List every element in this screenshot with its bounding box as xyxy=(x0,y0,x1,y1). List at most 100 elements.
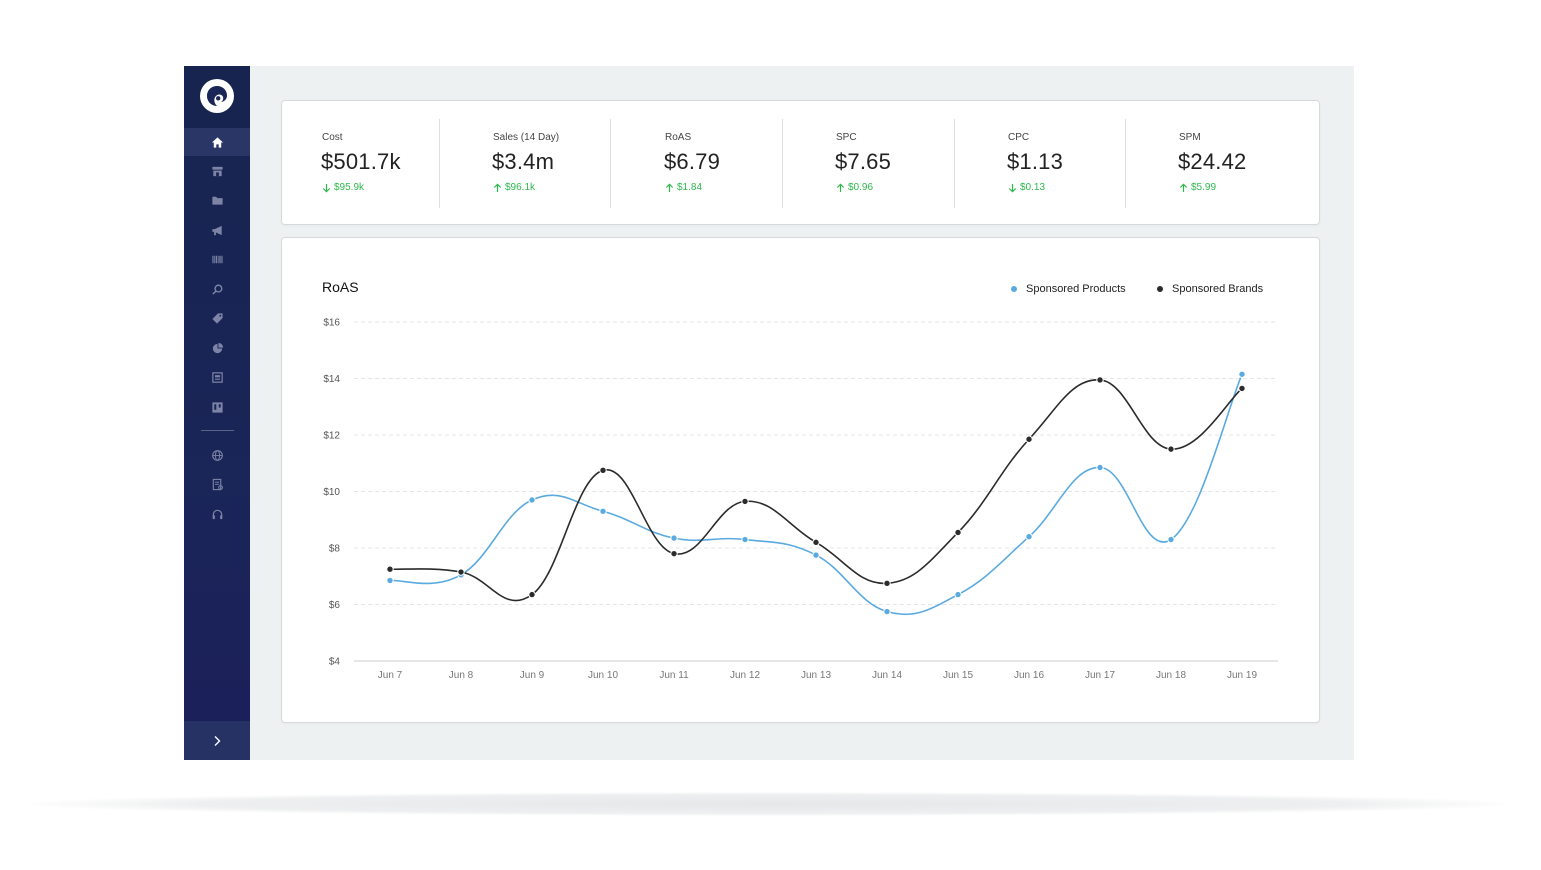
legend-item-sponsored-brands[interactable]: Sponsored Brands xyxy=(1157,283,1263,295)
image-icon xyxy=(211,371,223,383)
kpi-cost[interactable]: Cost $501.7k $95.9k xyxy=(282,119,453,208)
x-tick-label: Jun 18 xyxy=(1156,670,1186,681)
floor-shadow xyxy=(30,792,1510,816)
x-tick-label: Jun 12 xyxy=(730,670,760,681)
y-tick-label: $4 xyxy=(329,657,341,668)
data-point-sponsored-products xyxy=(1238,370,1246,378)
chevron-right-icon xyxy=(214,735,221,746)
sidebar-item-media[interactable] xyxy=(184,363,250,391)
sidebar-item-tags[interactable] xyxy=(184,304,250,332)
x-tick-label: Jun 8 xyxy=(449,670,474,681)
x-tick-label: Jun 16 xyxy=(1014,670,1044,681)
data-point-sponsored-brands xyxy=(883,579,891,588)
series-line-sponsored-brands xyxy=(389,379,1243,602)
x-tick-label: Jun 19 xyxy=(1227,670,1257,681)
sidebar-item-campaigns[interactable] xyxy=(184,216,250,244)
kpi-value: $1.13 xyxy=(1007,149,1064,174)
data-point-sponsored-brands xyxy=(528,590,536,599)
kpi-label: RoAS xyxy=(665,132,692,143)
globe-icon xyxy=(211,449,223,461)
data-point-sponsored-brands xyxy=(812,538,820,547)
kpi-change: $96.1k xyxy=(493,182,535,193)
data-point-sponsored-brands xyxy=(599,466,607,475)
data-point-sponsored-brands xyxy=(457,568,465,576)
legend-label: Sponsored Products xyxy=(1026,283,1126,295)
kpi-label: CPC xyxy=(1008,132,1030,143)
sidebar-item-products[interactable] xyxy=(184,245,250,273)
legend-label: Sponsored Brands xyxy=(1172,283,1264,295)
kpi-change: $1.84 xyxy=(665,182,702,193)
x-tick-label: Jun 9 xyxy=(520,670,545,681)
kpi-separator xyxy=(782,119,783,208)
data-point-sponsored-products xyxy=(670,534,678,542)
app-window: Cost $501.7k $95.9k Sales (14 Day) $3.4m… xyxy=(184,66,1354,760)
sidebar-expand-button[interactable] xyxy=(184,721,250,760)
sidebar-item-store[interactable] xyxy=(184,157,250,185)
data-point-sponsored-brands xyxy=(741,497,749,506)
data-point-sponsored-products xyxy=(1025,533,1033,541)
kpi-change-value: $1.84 xyxy=(677,182,703,193)
arrow-up-icon xyxy=(1179,182,1188,192)
kpi-label: SPM xyxy=(1179,132,1201,143)
x-tick-label: Jun 14 xyxy=(872,670,902,681)
kpi-change: $5.99 xyxy=(1179,182,1216,193)
kpi-value: $6.79 xyxy=(664,149,721,174)
kpi-value: $7.65 xyxy=(835,149,892,174)
sidebar-item-reports[interactable] xyxy=(184,470,250,498)
data-point-sponsored-brands xyxy=(1238,384,1246,393)
chart-title: RoAS xyxy=(322,279,359,295)
x-tick-label: Jun 13 xyxy=(801,670,831,681)
sidebar-item-analytics[interactable] xyxy=(184,334,250,362)
data-point-sponsored-products xyxy=(1167,535,1175,544)
data-point-sponsored-products xyxy=(954,590,962,599)
kpi-spc[interactable]: SPC $7.65 $0.96 xyxy=(782,119,953,208)
sidebar-item-folder[interactable] xyxy=(184,186,250,214)
sidebar-item-search[interactable] xyxy=(184,275,250,303)
kpi-change-value: $5.99 xyxy=(1191,182,1217,193)
kpi-change-value: $95.9k xyxy=(334,182,365,193)
kpi-label: Sales (14 Day) xyxy=(493,132,560,143)
x-tick-label: Jun 15 xyxy=(943,670,973,681)
y-tick-label: $8 xyxy=(329,544,341,555)
sidebar-item-globe[interactable] xyxy=(184,441,250,469)
sidebar-item-support[interactable] xyxy=(184,500,250,528)
arrow-down-icon xyxy=(322,183,331,193)
arrow-up-icon xyxy=(493,182,502,192)
kpi-separator xyxy=(954,119,955,208)
kpi-spm[interactable]: SPM $24.42 $5.99 xyxy=(1125,119,1296,208)
data-point-sponsored-products xyxy=(386,576,394,585)
kpi-change-value: $96.1k xyxy=(505,182,536,193)
data-point-sponsored-brands xyxy=(670,549,678,558)
sidebar-divider xyxy=(201,430,234,431)
kpi-roas[interactable]: RoAS $6.79 $1.84 xyxy=(610,119,781,208)
y-tick-label: $16 xyxy=(323,318,340,329)
y-tick-label: $12 xyxy=(323,431,340,442)
kpi-value: $3.4m xyxy=(492,149,555,174)
kpi-separator xyxy=(439,119,440,208)
series-line-sponsored-products xyxy=(389,373,1243,616)
data-point-sponsored-products xyxy=(741,535,749,544)
kpi-change-value: $0.13 xyxy=(1020,182,1046,193)
kpi-cpc[interactable]: CPC $1.13 $0.13 xyxy=(954,119,1125,208)
kpi-sales-14-day[interactable]: Sales (14 Day) $3.4m $96.1k xyxy=(439,119,610,208)
store-icon xyxy=(211,166,223,176)
x-tick-label: Jun 7 xyxy=(378,670,403,681)
data-point-sponsored-products xyxy=(1096,463,1104,472)
home-icon xyxy=(211,136,223,148)
data-point-sponsored-products xyxy=(812,551,820,559)
sidebar-item-home[interactable] xyxy=(184,128,250,156)
report-icon xyxy=(212,478,223,490)
arrow-up-icon xyxy=(836,182,845,192)
logo-swirl-icon[interactable] xyxy=(200,79,234,113)
roas-line-chart: $4 $6 $8 $10 $12 $14 $16 Jun 7 Jun 8 Jun 9 Jun 10 J… xyxy=(323,318,1278,681)
y-tick-label: $6 xyxy=(329,600,341,611)
sidebar-item-boards[interactable] xyxy=(184,393,250,421)
sidebar xyxy=(184,66,250,760)
kpi-label: Cost xyxy=(322,132,343,143)
legend-item-sponsored-products[interactable]: Sponsored Products xyxy=(1011,283,1126,295)
megaphone-icon xyxy=(211,225,222,235)
barcode-icon xyxy=(211,255,223,263)
kpi-separator xyxy=(1125,119,1126,208)
search-icon xyxy=(211,284,222,295)
y-tick-label: $14 xyxy=(323,374,340,385)
